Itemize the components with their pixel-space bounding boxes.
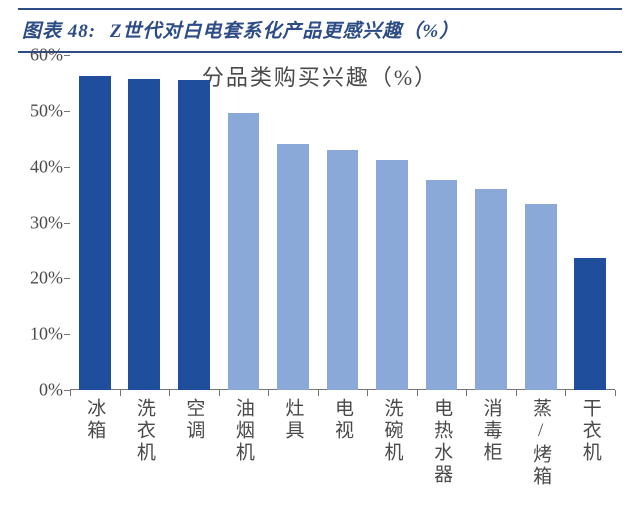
y-tick <box>64 111 70 112</box>
x-category-label: 灶具 <box>279 398 306 442</box>
x-axis-labels: 冰箱洗衣机空调油烟机灶具电视洗碗机电热水器消毒柜蒸/烤箱干衣机 <box>70 398 615 518</box>
bar-chart-plot: 0%10%20%30%40%50%60% <box>70 55 615 390</box>
y-tick <box>64 167 70 168</box>
figure-title: Z世代对白电套系化产品更感兴趣（%） <box>110 21 459 42</box>
y-tick <box>64 55 70 56</box>
x-category-label: 油烟机 <box>230 398 257 464</box>
x-category-label: 电热水器 <box>428 398 455 486</box>
bar <box>426 180 458 390</box>
x-category-label: 空调 <box>180 398 207 442</box>
x-tick <box>417 390 418 396</box>
x-category-label: 蒸/烤箱 <box>527 398 554 488</box>
y-tick <box>64 278 70 279</box>
x-category-label: 冰箱 <box>81 398 108 442</box>
x-tick <box>169 390 170 396</box>
y-tick-label: 10% <box>15 324 63 345</box>
bar <box>277 144 309 390</box>
y-tick-label: 60% <box>15 45 63 66</box>
bar <box>525 204 557 390</box>
y-tick <box>64 334 70 335</box>
y-tick <box>64 223 70 224</box>
y-tick-label: 30% <box>15 212 63 233</box>
x-tick <box>466 390 467 396</box>
x-tick <box>120 390 121 396</box>
bar <box>327 150 359 390</box>
bar <box>178 80 210 390</box>
x-tick <box>268 390 269 396</box>
bar <box>79 76 111 390</box>
x-tick <box>318 390 319 396</box>
bar <box>376 160 408 390</box>
bar <box>574 258 606 390</box>
x-category-label: 洗碗机 <box>379 398 406 464</box>
bar <box>128 79 160 390</box>
x-tick <box>565 390 566 396</box>
y-tick-label: 0% <box>15 380 63 401</box>
y-tick-label: 40% <box>15 156 63 177</box>
x-category-label: 电视 <box>329 398 356 442</box>
bar <box>475 189 507 390</box>
x-category-label: 干衣机 <box>577 398 604 464</box>
x-tick <box>615 390 616 396</box>
figure-container: 图表 48: Z世代对白电套系化产品更感兴趣（%） 分品类购买兴趣（%） 0%1… <box>0 0 640 531</box>
x-tick <box>70 390 71 396</box>
x-category-label: 消毒柜 <box>478 398 505 464</box>
figure-number: 图表 48: <box>22 21 96 42</box>
y-tick-label: 50% <box>15 100 63 121</box>
x-tick <box>219 390 220 396</box>
y-tick-label: 20% <box>15 268 63 289</box>
x-category-label: 洗衣机 <box>131 398 158 464</box>
bar <box>228 113 260 390</box>
x-tick <box>516 390 517 396</box>
x-tick <box>367 390 368 396</box>
figure-header: 图表 48: Z世代对白电套系化产品更感兴趣（%） <box>18 8 622 53</box>
